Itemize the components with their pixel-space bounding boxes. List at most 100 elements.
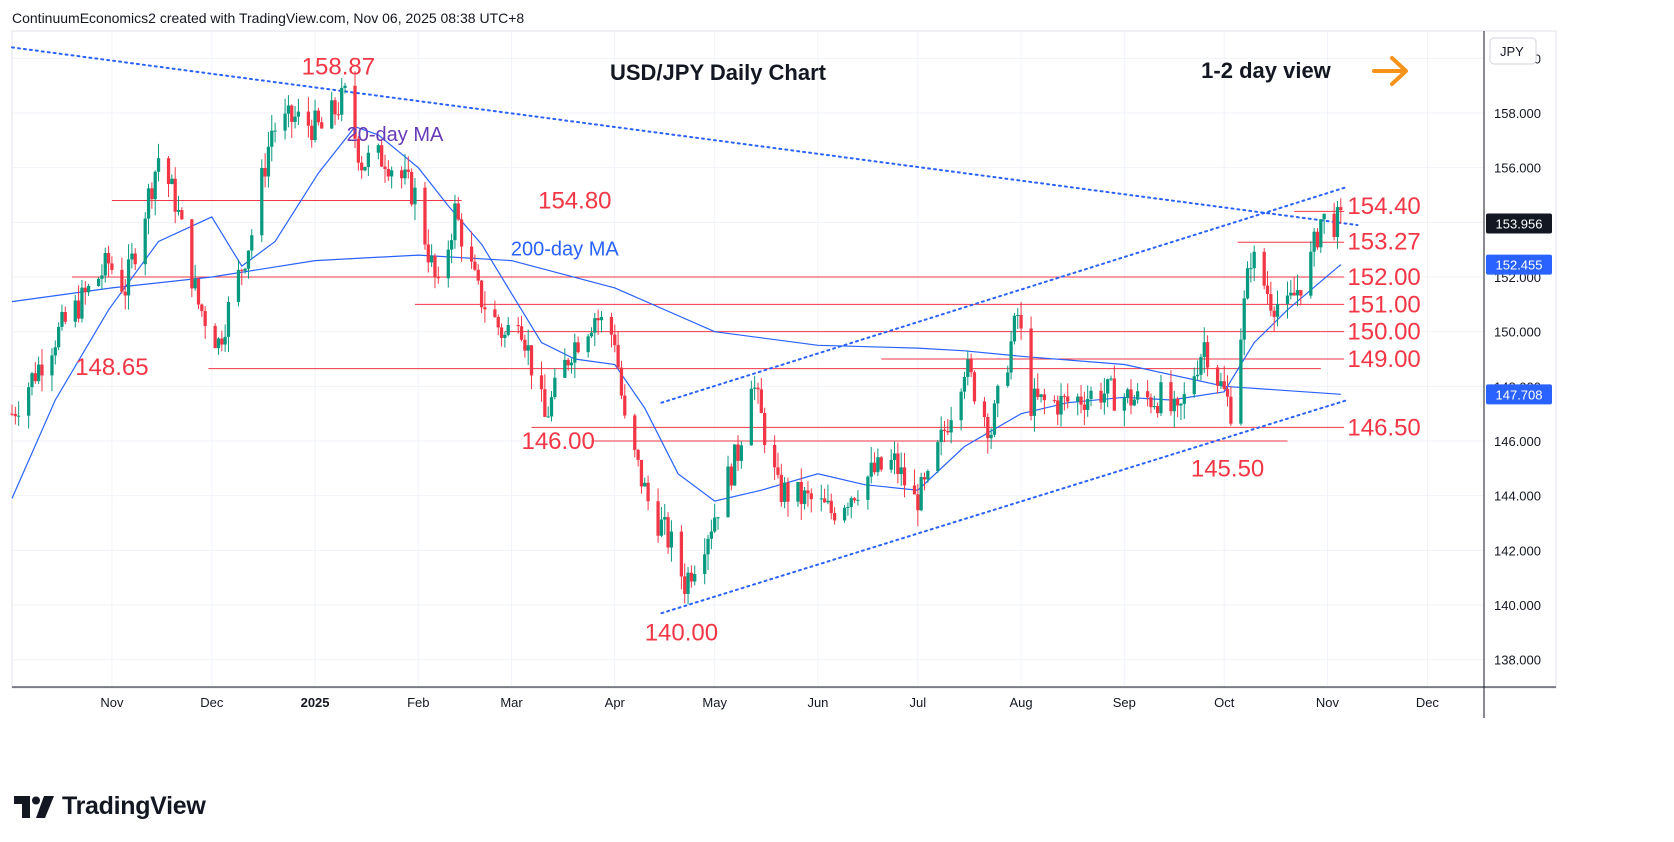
ma-annotation: 20-day MA [347,124,444,146]
candle-up [390,170,394,177]
chart-title: USD/JPY Daily Chart [610,60,827,85]
candle-down [423,187,427,245]
candle-down [619,367,624,396]
candle-down [200,304,204,312]
candle-up [376,145,380,153]
candle-up [919,477,923,511]
candle-down [776,467,780,475]
candle-up [246,250,251,269]
candle-down [639,459,644,487]
candle-up [783,482,787,502]
candle-up [56,326,61,348]
candle-down [306,111,311,126]
candle-down [40,364,44,376]
candle-down [380,145,384,167]
y-tick-label: 138.000 [1494,653,1541,668]
candle-up [1309,251,1313,296]
candle-down [1222,381,1226,389]
x-tick-label: Jun [807,695,828,710]
x-tick-label: Nov [100,695,124,710]
candle-down [519,326,524,340]
candle-up [130,253,134,260]
candle-down [1099,390,1103,403]
candle-up [589,332,594,337]
axes: 160.000158.000156.000154.000152.000150.0… [12,31,1556,718]
candle-down [756,387,760,390]
candle-up [503,334,507,338]
candle-up [1195,374,1200,377]
candle-up [27,387,31,416]
trendline [11,46,1359,227]
candle-up [1126,389,1130,398]
candle-up [1102,393,1106,403]
candle-up [726,466,730,518]
candle-down [822,498,827,503]
candle-down [473,261,477,270]
candle-down [336,114,341,116]
level-annotation: 145.50 [1191,455,1264,482]
candle-down [679,531,684,577]
candle-down [786,482,790,502]
candle-up [1172,398,1176,412]
candle-down [902,467,907,486]
candle-down [133,253,137,265]
candle-up [1242,298,1246,340]
candle-down [386,168,390,177]
candle-up [1252,251,1256,269]
candle-down [623,395,627,416]
candle-down [982,401,987,418]
candle-up [1086,398,1090,410]
candle-down [150,188,154,200]
candle-down [896,453,900,475]
candle-up [126,259,131,296]
x-tick-label: Jul [910,695,927,710]
candle-down [106,253,111,264]
candle-up [1059,395,1063,415]
candle-up [1289,292,1293,296]
candle-down [400,170,404,179]
candle-down [496,316,500,328]
tradingview-brand[interactable]: TradingView [14,792,206,821]
candle-up [363,166,367,171]
candle-up [216,338,221,349]
candle-down [1265,285,1270,295]
candle-down [456,203,460,220]
candle-up [936,442,940,471]
candle-down [320,122,324,129]
candle-up [733,444,737,486]
candle-up [17,415,21,417]
candle-down [1175,398,1180,406]
candle-up [313,110,317,141]
candle-up [599,316,604,321]
price-tag-label: 152.455 [1496,258,1543,273]
candle-up [849,498,853,508]
candle-down [1315,231,1320,248]
candle-up [403,169,407,179]
y-tick-label: 146.000 [1494,434,1541,449]
candle-up [1322,213,1326,220]
candle-up [1016,314,1020,316]
candle-down [13,413,17,417]
candle-down [1225,388,1230,397]
candle-up [340,87,344,115]
candle-up [30,373,34,388]
candle-up [856,499,860,501]
candle-down [493,309,497,317]
candle-down [173,178,177,212]
candle-up [869,462,873,477]
candle-up [366,152,370,167]
x-tick-label: Mar [500,695,523,710]
candle-down [942,429,947,432]
candle-down [1112,378,1116,411]
candle-up [996,385,1000,404]
candle-down [1062,395,1067,397]
candle-down [426,244,430,263]
candle-down [316,110,321,123]
candle-down [76,300,81,319]
candle-up [1192,376,1196,395]
candle-up [103,253,107,276]
candle-down [1292,292,1296,296]
currency-box [1489,37,1537,65]
candle-down [190,219,194,289]
